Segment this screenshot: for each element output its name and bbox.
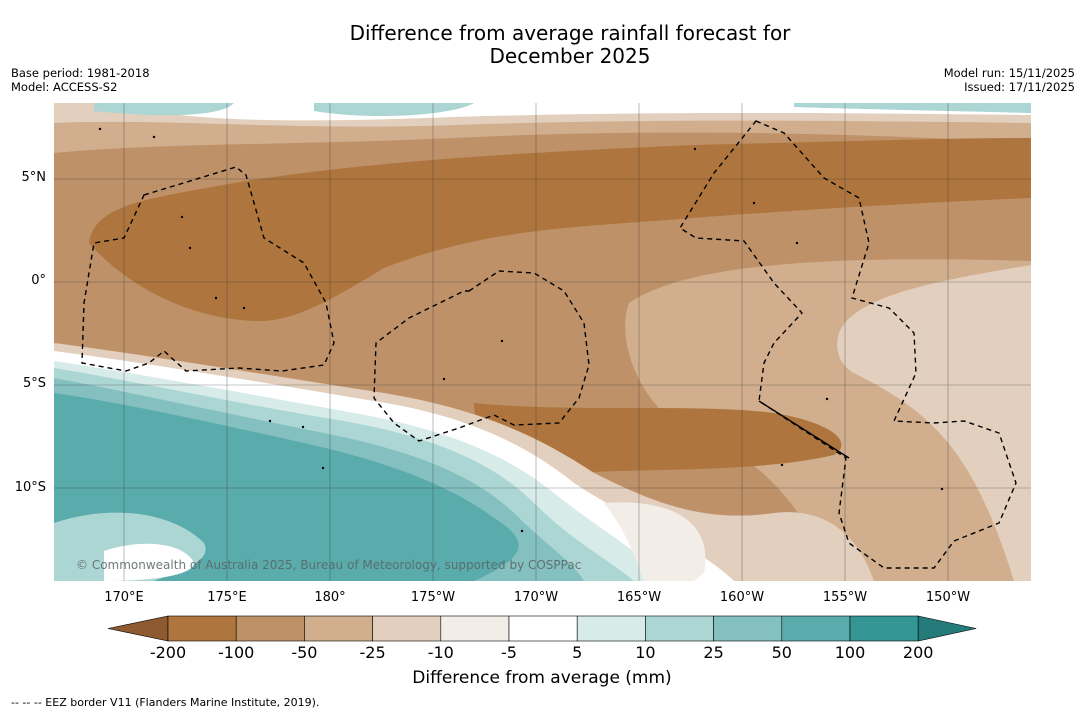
model-name: Model: ACCESS-S2: [11, 80, 118, 94]
model-run: Model run: 15/11/2025: [943, 66, 1075, 80]
top-teal-3: [794, 103, 1031, 113]
rainfall-map: © Commonwealth of Australia 2025, Bureau…: [54, 103, 1031, 581]
colorbar-tick-label: -200: [149, 643, 187, 662]
sw-white-patch: [104, 543, 194, 581]
colorbar-tick-label: -25: [359, 643, 386, 662]
se-white-patch: [604, 502, 706, 581]
colorbar-tick-label: 25: [703, 643, 724, 662]
colorbar-segment: [440, 615, 510, 642]
right-meta: Model run: 15/11/2025 Issued: 17/11/2025: [944, 66, 1075, 94]
eez-west: [81, 166, 335, 372]
colorbar: [107, 615, 977, 642]
title-line-1: Difference from average rainfall forecas…: [349, 21, 791, 45]
eez-borders: [81, 120, 1017, 569]
map-title: Difference from average rainfall forecas…: [270, 22, 870, 68]
colorbar-tick-label: 10: [635, 643, 656, 662]
top-teal-2: [314, 103, 474, 117]
issued-date: Issued: 17/11/2025: [964, 80, 1075, 94]
colorbar-segment: [781, 615, 851, 642]
colorbar-segment: [645, 615, 714, 642]
base-period: Base period: 1981-2018: [11, 66, 150, 80]
eez-solid-segment: [758, 400, 850, 459]
colorbar-segment: [576, 615, 646, 642]
colorbar-label: Difference from average (mm): [412, 668, 672, 688]
lon-label-170e: 170°E: [104, 590, 144, 605]
lat-label-0: 0°: [31, 273, 46, 288]
colorbar-segment: [508, 615, 578, 642]
lat-label-5n: 5°N: [21, 170, 47, 185]
colorbar-segment: [713, 615, 783, 642]
lon-label-155w: 155°W: [822, 590, 868, 605]
colorbar-tick-label: 200: [902, 643, 934, 662]
lat-label-10s: 10°S: [14, 480, 46, 495]
lon-label-150w: 150°W: [925, 590, 971, 605]
fill-minus100: [89, 138, 1031, 322]
colorbar-tick-label: 50: [771, 643, 792, 662]
graticule: [54, 103, 1031, 581]
colorbar-tick-label: -100: [218, 643, 255, 662]
lon-label-165w: 165°W: [616, 590, 662, 605]
islands: [98, 127, 944, 533]
colorbar-segment: [167, 615, 237, 642]
map-svg: [54, 103, 1031, 581]
colorbar-segment: [235, 615, 305, 642]
colorbar-extend-low: [107, 615, 169, 642]
colorbar-segment: [372, 615, 442, 642]
colorbar-tick-label: 5: [572, 643, 583, 662]
left-meta: Base period: 1981-2018 Model: ACCESS-S2: [11, 66, 150, 94]
colorbar-segments: [107, 615, 977, 642]
lon-label-180: 180°: [314, 590, 346, 605]
title-line-2: December 2025: [489, 44, 651, 68]
eez-central: [373, 270, 590, 442]
lon-label-170w: 170°W: [513, 590, 559, 605]
colorbar-segment: [849, 615, 919, 642]
colorbar-tick-label: -50: [291, 643, 318, 662]
colorbar-segment: [304, 615, 373, 642]
lat-label-5s: 5°S: [22, 376, 46, 391]
eez-east: [679, 120, 1017, 569]
colorbar-tick-label: -5: [501, 643, 517, 662]
copyright-notice: © Commonwealth of Australia 2025, Bureau…: [76, 558, 582, 572]
lon-label-160w: 160°W: [719, 590, 765, 605]
lon-label-175e: 175°E: [207, 590, 247, 605]
lon-label-175w: 175°W: [410, 590, 456, 605]
colorbar-extend-high: [917, 615, 977, 642]
colorbar-tick-label: 100: [834, 643, 866, 662]
top-teal-1: [94, 103, 234, 116]
eez-footnote: -- -- -- EEZ border V11 (Flanders Marine…: [11, 696, 320, 709]
colorbar-tick-label: -10: [427, 643, 454, 662]
